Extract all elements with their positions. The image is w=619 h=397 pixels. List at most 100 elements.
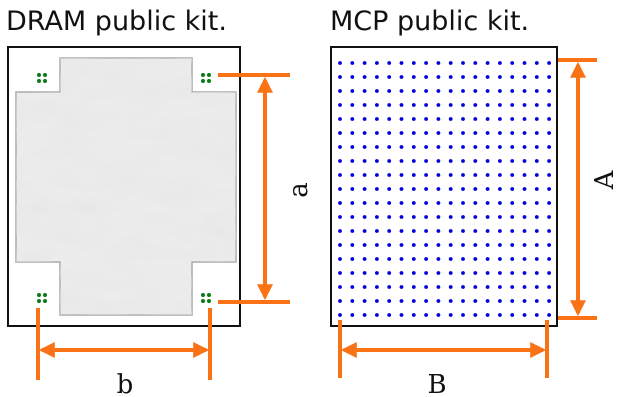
right-title: MCP public kit. — [330, 6, 529, 37]
ball — [523, 61, 527, 65]
ball — [350, 103, 354, 107]
ball — [473, 117, 477, 121]
ball — [449, 299, 453, 303]
ball — [498, 271, 502, 275]
ball — [486, 257, 490, 261]
ball — [486, 313, 490, 317]
ball — [350, 215, 354, 219]
ball — [523, 173, 527, 177]
ball — [523, 145, 527, 149]
ball — [400, 89, 404, 93]
ball — [412, 299, 416, 303]
ball — [375, 201, 379, 205]
ball — [498, 75, 502, 79]
ball — [363, 285, 367, 289]
ball — [350, 145, 354, 149]
ball — [535, 131, 539, 135]
ball — [437, 187, 441, 191]
ball — [523, 229, 527, 233]
ball — [486, 201, 490, 205]
ball — [547, 187, 551, 191]
ball — [449, 159, 453, 163]
ball — [400, 229, 404, 233]
ball — [363, 257, 367, 261]
ball — [473, 61, 477, 65]
ball — [535, 215, 539, 219]
ball — [437, 117, 441, 121]
ball — [523, 89, 527, 93]
ball — [486, 145, 490, 149]
ball — [437, 313, 441, 317]
ball — [486, 89, 490, 93]
ball — [437, 215, 441, 219]
ball — [547, 131, 551, 135]
ball — [461, 61, 465, 65]
ball — [400, 131, 404, 135]
ball — [461, 229, 465, 233]
ball — [387, 313, 391, 317]
ball — [201, 293, 205, 297]
ball — [387, 257, 391, 261]
ball — [387, 285, 391, 289]
ball — [498, 257, 502, 261]
ball — [437, 271, 441, 275]
ball — [498, 243, 502, 247]
ball — [350, 299, 354, 303]
ball — [424, 201, 428, 205]
diagram: DRAM public kit. MCP public kit. a b A B — [0, 0, 619, 397]
ball — [400, 215, 404, 219]
ball — [201, 73, 205, 77]
height-label: a — [284, 182, 314, 198]
ball — [350, 187, 354, 191]
ball — [461, 159, 465, 163]
ball — [412, 131, 416, 135]
ball — [424, 243, 428, 247]
ball — [412, 173, 416, 177]
ball — [461, 145, 465, 149]
ball — [338, 229, 342, 233]
ball — [412, 243, 416, 247]
ball — [400, 103, 404, 107]
ball — [375, 187, 379, 191]
ball — [498, 61, 502, 65]
ball — [547, 243, 551, 247]
ball — [547, 75, 551, 79]
ball — [486, 215, 490, 219]
ball — [535, 201, 539, 205]
ball — [510, 229, 514, 233]
ball — [387, 75, 391, 79]
ball — [449, 215, 453, 219]
ball — [412, 313, 416, 317]
ball — [387, 201, 391, 205]
ball — [486, 243, 490, 247]
ball — [363, 201, 367, 205]
ball — [547, 145, 551, 149]
ball — [424, 313, 428, 317]
ball — [498, 173, 502, 177]
ball — [350, 243, 354, 247]
ball — [547, 257, 551, 261]
ball — [486, 299, 490, 303]
ball — [375, 243, 379, 247]
ball — [449, 187, 453, 191]
ball — [387, 103, 391, 107]
ball — [207, 73, 211, 77]
ball — [473, 215, 477, 219]
ball — [547, 159, 551, 163]
ball — [523, 103, 527, 107]
ball — [350, 271, 354, 275]
ball — [535, 61, 539, 65]
ball — [449, 201, 453, 205]
ball — [473, 145, 477, 149]
ball — [424, 89, 428, 93]
ball — [510, 243, 514, 247]
ball — [201, 299, 205, 303]
ball — [486, 285, 490, 289]
ball — [43, 79, 47, 83]
ball — [375, 89, 379, 93]
ball — [207, 299, 211, 303]
ball — [535, 103, 539, 107]
ball — [535, 229, 539, 233]
ball — [424, 61, 428, 65]
ball — [338, 117, 342, 121]
